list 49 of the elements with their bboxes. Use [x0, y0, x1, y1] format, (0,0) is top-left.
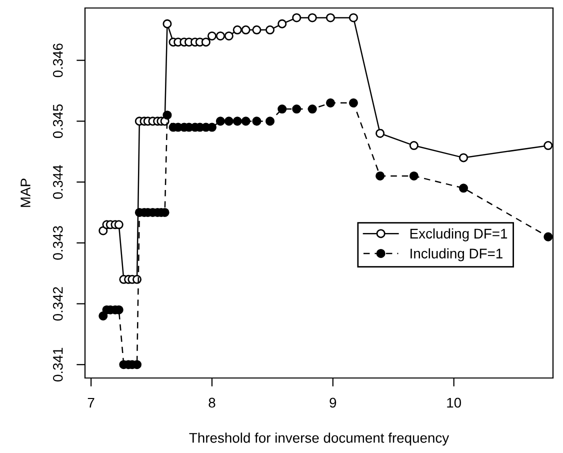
- point: [348, 98, 358, 108]
- point: [162, 110, 172, 120]
- point: [224, 116, 234, 126]
- point: [308, 104, 317, 114]
- point: [216, 31, 225, 41]
- point: [326, 13, 336, 22]
- point: [326, 98, 336, 108]
- point: [292, 104, 302, 114]
- y-tick-label: 0.342: [52, 287, 63, 321]
- point: [162, 19, 172, 28]
- point: [201, 38, 210, 47]
- point: [409, 141, 418, 150]
- point: [544, 232, 553, 242]
- y-tick-label: 0.346: [52, 44, 63, 78]
- point: [232, 25, 242, 34]
- y-tick-label: 0.344: [52, 165, 63, 199]
- point: [348, 13, 358, 22]
- point: [292, 13, 302, 22]
- point: [207, 31, 216, 41]
- legend-label: Including DF=1: [410, 248, 502, 262]
- y-axis-title: MAP: [20, 178, 30, 207]
- point: [224, 31, 234, 41]
- x-tick-label: 8: [208, 398, 216, 408]
- point: [114, 220, 124, 230]
- point: [278, 19, 287, 28]
- x-tick-label: 7: [88, 398, 94, 408]
- point: [216, 116, 225, 126]
- point: [458, 184, 468, 193]
- point: [252, 116, 262, 126]
- point: [252, 25, 262, 34]
- point: [376, 128, 385, 138]
- x-axis-title: Threshold for inverse document frequency: [189, 432, 450, 446]
- point: [308, 13, 317, 22]
- x-tick-label: 9: [330, 398, 336, 408]
- point: [232, 116, 242, 126]
- point: [241, 25, 250, 34]
- x-tick-label: 10: [447, 398, 462, 408]
- point: [544, 141, 553, 150]
- point: [409, 171, 418, 180]
- legend-label: Excluding DF=1: [410, 228, 508, 242]
- point: [241, 116, 250, 126]
- y-tick-label: 0.341: [52, 348, 63, 382]
- y-tick-label: 0.345: [52, 104, 63, 138]
- point: [266, 116, 275, 126]
- y-tick-label: 0.343: [52, 226, 63, 260]
- point: [278, 104, 287, 114]
- point: [266, 25, 275, 34]
- point: [376, 171, 385, 180]
- point: [458, 153, 468, 162]
